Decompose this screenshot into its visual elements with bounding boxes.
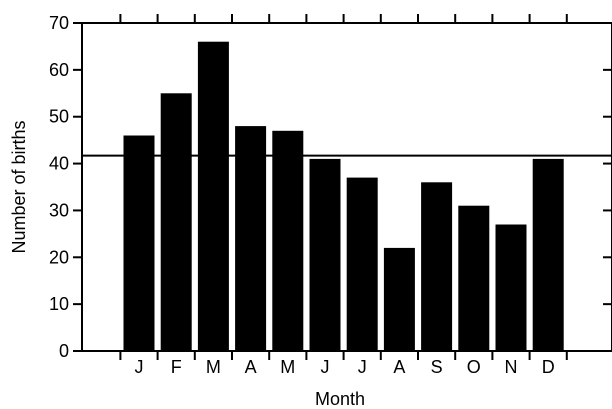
x-tick-label-4: A (245, 357, 257, 377)
y-tick-label: 30 (49, 200, 69, 220)
x-tick-label-5: M (280, 357, 295, 377)
x-axis-title: Month (315, 389, 365, 409)
x-tick-label-3: M (206, 357, 221, 377)
x-tick-label-2: F (171, 357, 182, 377)
x-tick-label-12: D (542, 357, 555, 377)
bar-5 (272, 130, 304, 351)
axes-layer: J F M A M J J A S O N D 0 10 20 30 40 50 60 70 (49, 13, 612, 377)
bar-4 (235, 126, 267, 351)
bars-layer (123, 41, 564, 352)
x-tick-label-6: J (321, 357, 330, 377)
bar-11 (495, 224, 527, 351)
bar-10 (458, 205, 490, 351)
y-tick-label: 60 (49, 60, 69, 80)
y-tick-label: 20 (49, 247, 69, 267)
bar-6 (309, 158, 341, 351)
bar-9 (421, 182, 453, 351)
x-tick-label-10: O (467, 357, 481, 377)
bar-2 (160, 93, 192, 352)
x-tick-label-9: S (431, 357, 443, 377)
x-tick-label-7: J (358, 357, 367, 377)
y-tick-label: 10 (49, 294, 69, 314)
bar-12 (532, 158, 564, 351)
y-tick-label: 0 (59, 341, 69, 361)
x-tick-label-11: N (505, 357, 518, 377)
bar-7 (346, 177, 378, 351)
x-tick-label-8: A (393, 357, 405, 377)
y-tick-label: 70 (49, 13, 69, 33)
bar-1 (123, 135, 155, 351)
y-tick-label: 50 (49, 107, 69, 127)
x-tick-label-1: J (135, 357, 144, 377)
bar-3 (197, 41, 229, 351)
bar-8 (383, 247, 415, 351)
y-tick-label: 40 (49, 154, 69, 174)
y-axis-title: Number of births (9, 120, 29, 253)
